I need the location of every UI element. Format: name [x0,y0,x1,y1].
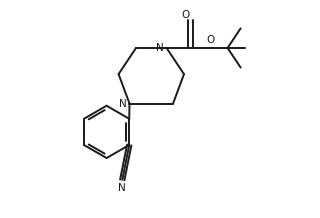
Text: N: N [118,183,126,193]
Text: O: O [181,10,189,20]
Text: N: N [119,99,126,109]
Text: O: O [206,35,214,45]
Text: N: N [156,43,164,53]
